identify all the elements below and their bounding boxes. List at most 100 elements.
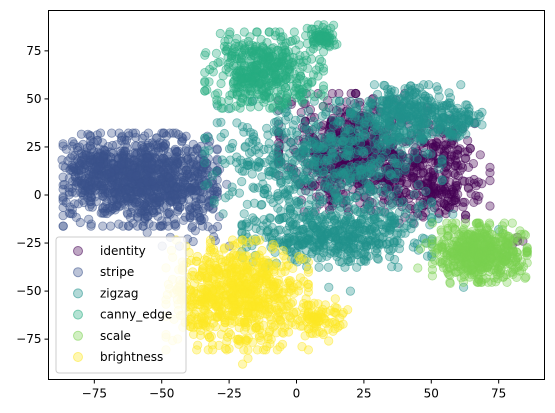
data-point bbox=[181, 131, 191, 141]
data-point bbox=[250, 72, 260, 82]
data-point bbox=[84, 202, 95, 212]
data-point bbox=[248, 213, 258, 223]
data-point bbox=[427, 259, 437, 269]
data-point bbox=[460, 210, 471, 220]
data-point bbox=[102, 169, 112, 179]
data-point bbox=[131, 197, 141, 207]
data-point bbox=[91, 163, 101, 173]
data-point bbox=[61, 197, 71, 208]
data-point bbox=[245, 102, 256, 112]
data-point bbox=[211, 48, 221, 59]
data-point bbox=[272, 45, 282, 55]
data-point bbox=[237, 220, 247, 231]
data-point bbox=[183, 169, 193, 179]
data-point bbox=[451, 178, 461, 188]
data-point bbox=[389, 86, 400, 96]
data-point bbox=[485, 176, 495, 186]
data-point bbox=[427, 271, 437, 281]
data-point bbox=[275, 156, 286, 166]
data-point bbox=[385, 112, 395, 122]
data-point bbox=[413, 211, 423, 221]
data-point bbox=[216, 117, 226, 127]
data-point bbox=[388, 191, 398, 201]
data-point bbox=[108, 196, 118, 206]
data-point bbox=[384, 97, 394, 108]
data-point bbox=[297, 84, 307, 94]
data-point bbox=[458, 197, 468, 207]
data-point bbox=[100, 188, 110, 198]
data-point bbox=[332, 119, 343, 129]
data-point bbox=[455, 166, 465, 176]
data-point bbox=[337, 136, 347, 146]
data-point bbox=[312, 167, 322, 177]
data-point bbox=[314, 35, 325, 46]
data-point bbox=[386, 140, 396, 150]
data-point bbox=[128, 160, 138, 170]
data-point bbox=[319, 158, 329, 168]
data-point bbox=[340, 127, 350, 137]
data-point bbox=[372, 253, 382, 263]
data-point bbox=[281, 53, 291, 63]
data-point bbox=[296, 107, 306, 118]
data-point bbox=[254, 157, 264, 167]
data-point bbox=[117, 131, 127, 141]
data-point bbox=[298, 140, 308, 150]
data-point bbox=[256, 34, 266, 45]
data-point bbox=[254, 102, 264, 112]
data-point bbox=[155, 196, 165, 206]
data-point bbox=[347, 134, 358, 144]
data-point bbox=[318, 81, 329, 91]
data-point bbox=[351, 105, 361, 116]
data-point bbox=[237, 78, 247, 88]
data-point bbox=[481, 247, 491, 257]
data-point bbox=[212, 145, 222, 155]
data-point bbox=[433, 85, 443, 95]
data-point bbox=[477, 179, 487, 189]
data-point bbox=[305, 89, 316, 99]
data-point bbox=[165, 128, 175, 138]
data-point bbox=[204, 77, 214, 87]
data-point bbox=[163, 147, 174, 157]
data-point bbox=[400, 165, 410, 175]
data-point bbox=[238, 94, 248, 104]
data-point bbox=[239, 209, 249, 219]
data-point bbox=[436, 225, 446, 235]
data-point bbox=[503, 232, 513, 242]
data-point bbox=[171, 194, 181, 204]
data-point bbox=[188, 236, 198, 247]
data-point bbox=[331, 96, 341, 106]
data-point bbox=[378, 136, 388, 146]
data-point bbox=[239, 166, 249, 176]
data-point bbox=[424, 80, 434, 90]
data-point bbox=[324, 40, 334, 51]
data-point bbox=[413, 180, 423, 190]
data-point bbox=[485, 168, 495, 178]
data-point bbox=[298, 239, 308, 249]
data-point bbox=[344, 246, 354, 256]
data-point bbox=[252, 27, 262, 37]
data-point bbox=[345, 174, 355, 184]
data-point bbox=[176, 177, 186, 187]
data-point bbox=[440, 113, 451, 124]
data-point bbox=[437, 175, 447, 185]
data-point bbox=[245, 32, 255, 42]
data-point bbox=[211, 167, 222, 177]
data-point bbox=[459, 269, 469, 279]
data-point bbox=[265, 155, 275, 165]
data-point bbox=[83, 129, 93, 139]
data-point bbox=[100, 145, 110, 155]
data-point bbox=[292, 197, 302, 208]
data-point bbox=[327, 88, 337, 99]
data-point bbox=[106, 221, 116, 231]
data-point bbox=[176, 156, 186, 166]
data-point bbox=[157, 128, 167, 138]
data-point bbox=[200, 86, 210, 96]
data-point bbox=[205, 235, 216, 245]
data-point bbox=[315, 238, 325, 248]
data-point bbox=[359, 147, 369, 157]
data-point bbox=[303, 106, 313, 116]
data-point bbox=[302, 38, 312, 49]
data-point bbox=[395, 94, 405, 104]
data-point bbox=[86, 219, 96, 229]
data-point bbox=[409, 97, 419, 107]
